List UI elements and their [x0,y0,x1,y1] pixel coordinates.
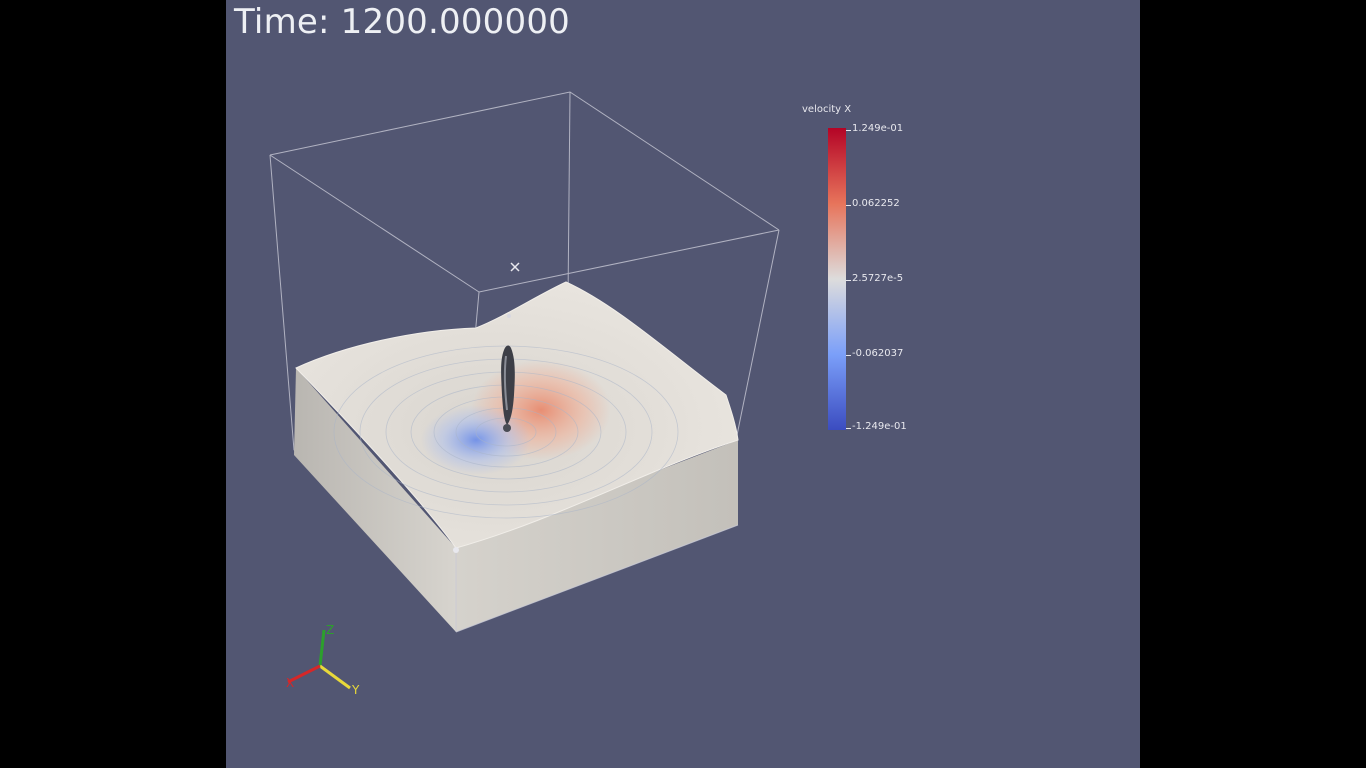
scalar-bar-tick [846,280,851,281]
letterbox-left [0,0,226,768]
domain-front-wall [456,440,738,632]
source-column [501,314,515,432]
3d-scene[interactable]: Z Y X [226,0,1140,768]
bounding-box-front [455,524,739,633]
scalar-bar-tick [846,130,851,131]
scalar-bar-tick [846,428,851,429]
scalar-bar-label-mid: 2.5727e-5 [852,273,904,284]
orientation-axes: Z Y X [286,623,360,697]
scalar-bar-gradient [828,128,846,430]
scalar-bar-tick [846,355,851,356]
scalar-bar-title: velocity X [802,104,852,115]
render-viewport[interactable]: Z Y X Time: 1200.000000 velocity X 1.249… [226,0,1140,768]
letterbox-right [1140,0,1366,768]
y-axis-label: Y [351,683,360,697]
z-axis-label: Z [326,623,334,637]
scalar-bar-label-lower: -0.062037 [852,348,904,359]
scalar-bar-label-max: 1.249e-01 [852,123,904,134]
scalar-bar-label-upper: 0.062252 [852,198,900,209]
corner-point [453,547,459,553]
scalar-bar-label-min: -1.249e-01 [852,421,907,432]
domain-left-wall [294,368,456,632]
scalar-bar-tick [846,205,851,206]
x-axis-label: X [286,676,294,690]
negative-velocity-lobe [421,405,531,475]
time-annotation: Time: 1200.000000 [234,2,570,42]
probe-marker [510,262,520,272]
